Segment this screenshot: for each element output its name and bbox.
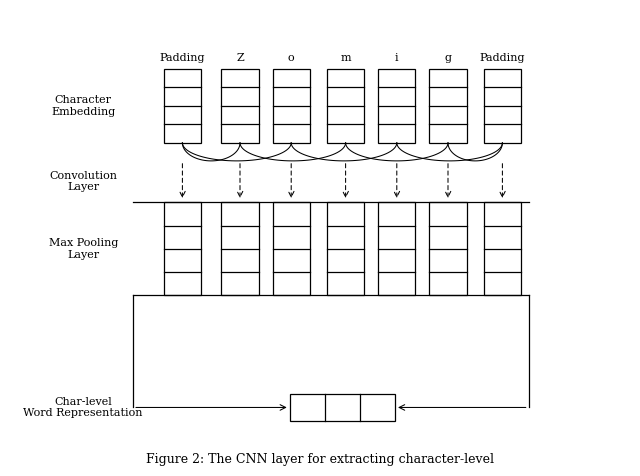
Bar — [484, 202, 521, 295]
Text: Z: Z — [236, 53, 244, 63]
Text: Character
Embedding: Character Embedding — [51, 95, 115, 117]
Bar — [290, 394, 396, 421]
Text: Char-level
Word Representation: Char-level Word Representation — [24, 397, 143, 418]
Bar — [327, 202, 364, 295]
Bar — [378, 69, 415, 143]
Text: m: m — [340, 53, 351, 63]
Text: Figure 2: The CNN layer for extracting character-level: Figure 2: The CNN layer for extracting c… — [146, 454, 494, 466]
Bar — [327, 69, 364, 143]
Bar — [378, 202, 415, 295]
Text: Max Pooling
Layer: Max Pooling Layer — [49, 238, 118, 259]
Text: i: i — [395, 53, 399, 63]
Bar — [429, 69, 467, 143]
Text: Padding: Padding — [479, 53, 525, 63]
Text: o: o — [288, 53, 294, 63]
Text: g: g — [445, 53, 451, 63]
Bar — [273, 202, 310, 295]
Bar — [221, 202, 259, 295]
Bar — [164, 69, 201, 143]
Bar — [273, 69, 310, 143]
Bar — [221, 69, 259, 143]
Bar — [484, 69, 521, 143]
Text: Padding: Padding — [159, 53, 205, 63]
Bar — [164, 202, 201, 295]
Text: Convolution
Layer: Convolution Layer — [49, 171, 117, 192]
Bar — [429, 202, 467, 295]
